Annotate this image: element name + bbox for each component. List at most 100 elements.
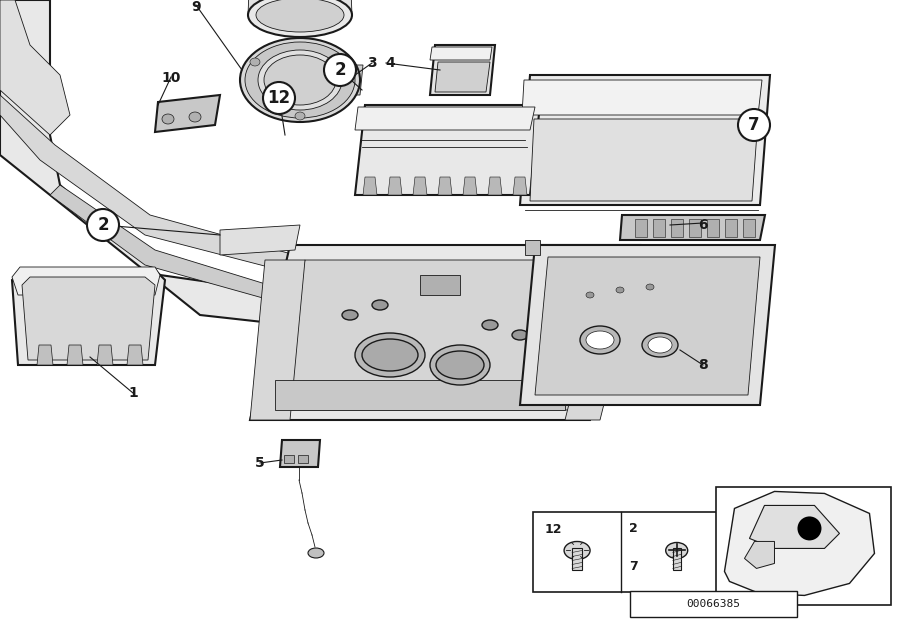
- Polygon shape: [97, 345, 113, 365]
- Polygon shape: [280, 440, 320, 467]
- Circle shape: [87, 209, 119, 241]
- Bar: [630, 591, 796, 617]
- Polygon shape: [275, 380, 565, 410]
- Polygon shape: [413, 177, 427, 195]
- Polygon shape: [520, 245, 775, 405]
- Polygon shape: [463, 177, 477, 195]
- Polygon shape: [270, 260, 620, 410]
- Text: 12: 12: [267, 89, 291, 107]
- Bar: [725, 219, 737, 237]
- Ellipse shape: [355, 333, 425, 377]
- Ellipse shape: [308, 548, 324, 558]
- Polygon shape: [513, 177, 527, 195]
- Text: 8: 8: [698, 358, 708, 372]
- Ellipse shape: [245, 42, 355, 118]
- Bar: [420, 275, 460, 295]
- Polygon shape: [744, 542, 775, 568]
- Polygon shape: [488, 177, 502, 195]
- Polygon shape: [0, 0, 70, 135]
- Text: 2: 2: [97, 216, 109, 234]
- Polygon shape: [250, 260, 305, 420]
- Polygon shape: [250, 245, 640, 420]
- Text: 7: 7: [629, 560, 638, 573]
- Ellipse shape: [482, 320, 498, 330]
- Text: 10: 10: [161, 71, 181, 85]
- Polygon shape: [155, 95, 220, 132]
- Text: 2: 2: [629, 522, 638, 535]
- Polygon shape: [0, 0, 490, 335]
- Ellipse shape: [372, 300, 388, 310]
- Ellipse shape: [256, 0, 344, 32]
- Ellipse shape: [250, 58, 260, 66]
- Ellipse shape: [586, 292, 594, 298]
- Polygon shape: [520, 75, 770, 205]
- Bar: [298, 455, 308, 463]
- Ellipse shape: [564, 542, 590, 559]
- Polygon shape: [67, 345, 83, 365]
- Text: 2: 2: [334, 61, 346, 79]
- Text: 3: 3: [367, 56, 377, 70]
- Bar: [743, 219, 755, 237]
- Polygon shape: [22, 277, 155, 360]
- Bar: [635, 219, 647, 237]
- Polygon shape: [355, 107, 535, 130]
- Polygon shape: [355, 105, 540, 195]
- Polygon shape: [0, 95, 390, 275]
- Text: 00066385: 00066385: [686, 599, 740, 609]
- Circle shape: [324, 54, 356, 86]
- Polygon shape: [522, 80, 762, 115]
- Polygon shape: [535, 257, 760, 395]
- Bar: [572, 549, 582, 570]
- Polygon shape: [530, 119, 758, 201]
- Bar: [533, 512, 717, 592]
- Ellipse shape: [295, 112, 305, 120]
- Ellipse shape: [162, 114, 174, 124]
- Ellipse shape: [430, 345, 490, 385]
- Ellipse shape: [340, 58, 350, 66]
- Ellipse shape: [189, 112, 201, 122]
- Polygon shape: [525, 240, 540, 255]
- Polygon shape: [750, 505, 840, 549]
- Ellipse shape: [342, 310, 358, 320]
- Polygon shape: [724, 491, 875, 596]
- Polygon shape: [430, 47, 492, 60]
- Ellipse shape: [646, 284, 654, 290]
- Ellipse shape: [512, 330, 528, 340]
- Text: 5: 5: [255, 456, 265, 470]
- Polygon shape: [620, 215, 765, 240]
- Polygon shape: [12, 270, 165, 365]
- Polygon shape: [220, 225, 300, 255]
- Text: 1: 1: [128, 386, 138, 400]
- Ellipse shape: [264, 55, 336, 105]
- Circle shape: [797, 516, 822, 540]
- Polygon shape: [347, 65, 363, 95]
- Ellipse shape: [616, 287, 624, 293]
- Polygon shape: [50, 185, 375, 305]
- Text: 12: 12: [544, 523, 562, 537]
- Circle shape: [738, 109, 770, 141]
- Polygon shape: [127, 345, 143, 365]
- Ellipse shape: [248, 0, 352, 2]
- Text: 9: 9: [191, 0, 201, 14]
- Ellipse shape: [580, 326, 620, 354]
- Polygon shape: [248, 0, 352, 15]
- Ellipse shape: [362, 339, 418, 371]
- Polygon shape: [435, 62, 490, 92]
- Bar: [672, 549, 680, 570]
- Ellipse shape: [436, 351, 484, 379]
- Polygon shape: [12, 267, 160, 295]
- Circle shape: [263, 82, 295, 114]
- Ellipse shape: [240, 38, 360, 122]
- Ellipse shape: [258, 50, 342, 110]
- Bar: [707, 219, 719, 237]
- Ellipse shape: [248, 0, 352, 37]
- Ellipse shape: [642, 333, 678, 357]
- Polygon shape: [438, 177, 452, 195]
- Bar: [689, 219, 701, 237]
- Text: 6: 6: [698, 218, 707, 232]
- Bar: [716, 487, 891, 605]
- Text: 4: 4: [385, 56, 395, 70]
- Polygon shape: [565, 260, 640, 420]
- Polygon shape: [388, 177, 402, 195]
- Polygon shape: [37, 345, 53, 365]
